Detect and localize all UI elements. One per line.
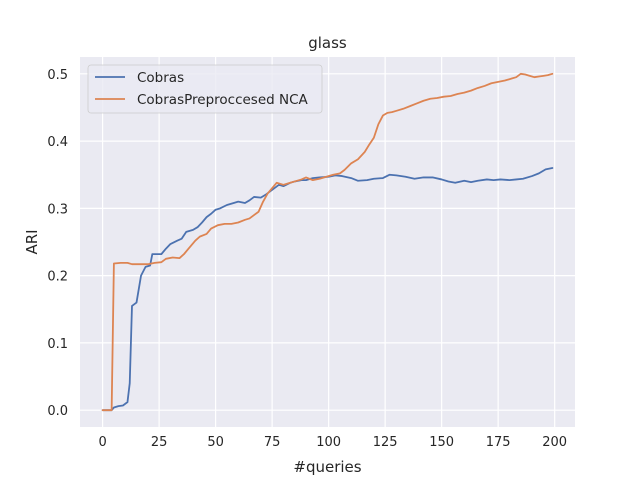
y-tick-label: 0.4 — [47, 135, 68, 150]
x-tick-label: 100 — [316, 435, 341, 450]
chart-title: glass — [308, 34, 347, 52]
y-tick-label: 0.0 — [47, 404, 68, 419]
y-tick-label: 0.5 — [47, 68, 68, 83]
x-tick-label: 50 — [207, 435, 224, 450]
series-line-cobras — [101, 167, 554, 412]
x-tick-label: 125 — [373, 435, 398, 450]
x-tick-label: 175 — [486, 435, 511, 450]
legend: Cobras CobrasPreproccesed NCA — [87, 64, 323, 114]
y-axis-title: ARI — [23, 229, 41, 254]
x-tick-label: 0 — [98, 435, 106, 450]
x-tick-label: 25 — [151, 435, 168, 450]
x-tick-label: 200 — [542, 435, 567, 450]
y-tick-label: 0.3 — [47, 202, 68, 217]
y-tick-label: 0.1 — [47, 337, 68, 352]
tick-labels: 0 25 50 75 100 125 150 175 200 0.0 0.1 0.2 0.3 0.4 0.5 — [47, 68, 567, 450]
legend-label-cobras: Cobras — [137, 70, 184, 86]
x-tick-label: 75 — [264, 435, 281, 450]
x-tick-label: 150 — [429, 435, 454, 450]
legend-label-cobras-nca: CobrasPreproccesed NCA — [137, 92, 309, 108]
x-axis-title: #queries — [293, 458, 361, 476]
legend-box — [87, 64, 323, 114]
series-line-cobras-nca — [101, 72, 554, 412]
series-group — [101, 72, 554, 412]
plot-area — [80, 57, 575, 427]
grid — [80, 57, 575, 427]
y-tick-label: 0.2 — [47, 270, 68, 285]
